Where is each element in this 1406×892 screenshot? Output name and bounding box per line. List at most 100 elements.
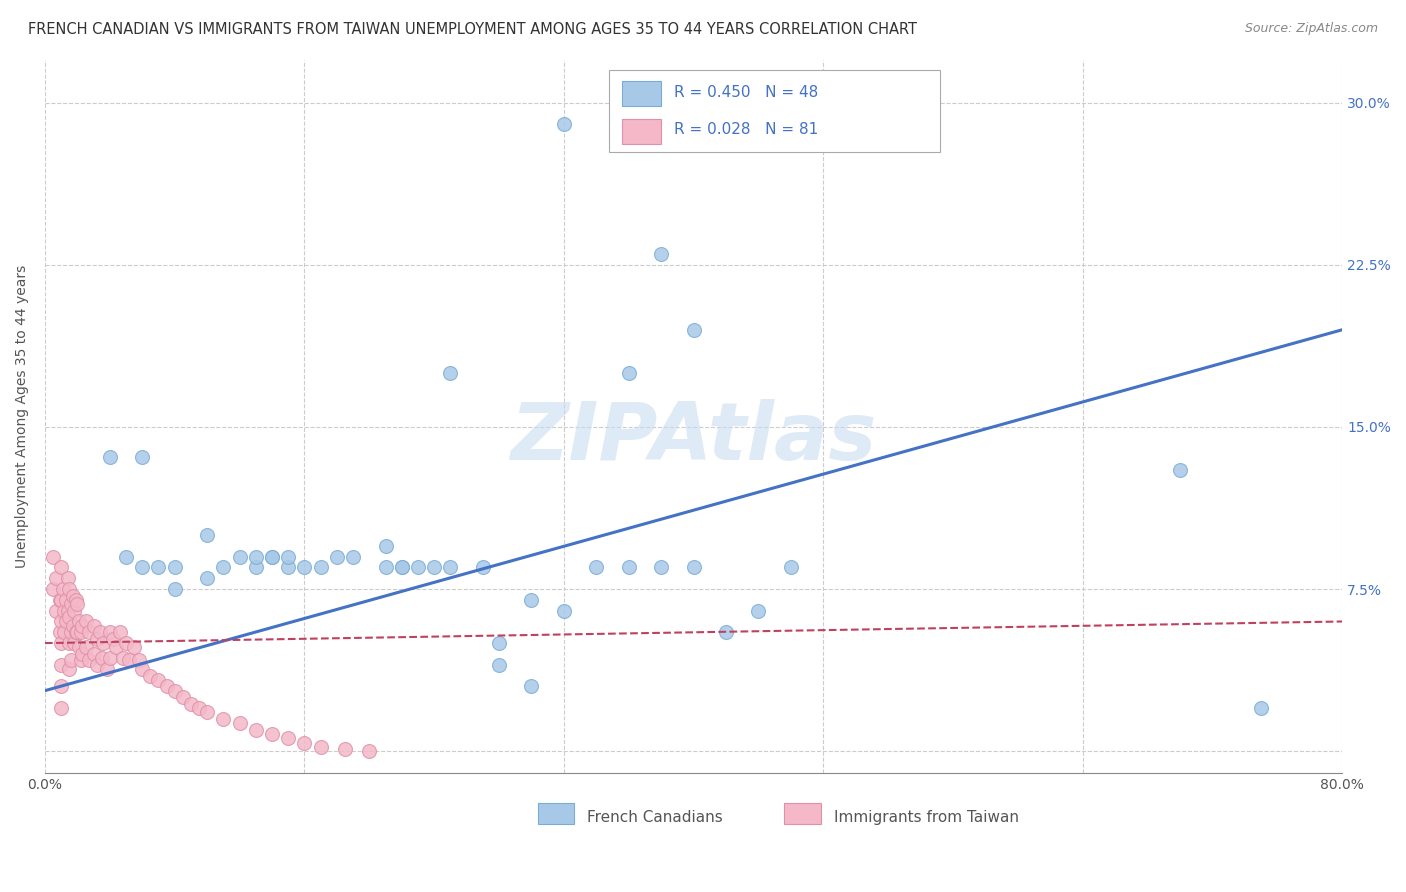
Point [260,549,283,564]
Point [423,560,446,574]
Point [294,560,316,574]
Point [488,657,510,672]
Point [66,597,89,611]
FancyBboxPatch shape [623,119,661,144]
FancyBboxPatch shape [609,70,941,153]
Point [55,615,77,629]
Point [228,549,250,564]
Point [342,549,364,564]
Point [520,679,543,693]
Point [148,673,170,687]
Point [195,571,218,585]
Point [62,619,84,633]
Point [245,723,267,737]
Text: R = 0.450   N = 48: R = 0.450 N = 48 [673,85,818,100]
Point [180,697,202,711]
Point [374,539,396,553]
Point [277,549,299,564]
Point [115,636,138,650]
Point [294,735,316,749]
Point [67,640,90,655]
Point [780,560,803,574]
Point [333,742,356,756]
Point [98,651,121,665]
Point [58,636,80,650]
Point [163,582,186,596]
Point [122,640,145,655]
Point [650,247,672,261]
Point [101,632,124,646]
Point [59,653,82,667]
Point [59,625,82,640]
Point [406,560,429,574]
Point [131,560,153,574]
Text: FRENCH CANADIAN VS IMMIGRANTS FROM TAIWAN UNEMPLOYMENT AMONG AGES 35 TO 44 YEARS: FRENCH CANADIAN VS IMMIGRANTS FROM TAIWA… [28,22,917,37]
Point [59,597,82,611]
Point [89,625,111,640]
FancyBboxPatch shape [623,81,661,106]
Point [111,651,134,665]
Point [553,604,575,618]
Point [52,582,75,596]
Point [391,560,413,574]
Point [163,683,186,698]
Point [58,582,80,596]
Point [128,653,150,667]
Point [75,640,97,655]
Point [326,549,349,564]
Point [277,560,299,574]
Point [53,625,76,640]
Point [67,615,90,629]
Point [51,636,73,650]
Point [155,679,177,693]
Point [69,653,91,667]
Point [131,662,153,676]
Point [212,712,235,726]
Point [86,632,108,646]
Point [682,323,704,337]
Point [51,657,73,672]
Point [163,560,186,574]
Point [55,593,77,607]
Point [195,528,218,542]
Point [148,560,170,574]
Point [553,117,575,131]
Point [58,662,80,676]
Point [72,647,94,661]
Point [77,625,100,640]
Point [90,651,112,665]
Point [45,571,67,585]
Point [260,727,283,741]
Point [359,744,381,758]
Text: ZIPAtlas: ZIPAtlas [510,399,877,476]
Point [108,625,131,640]
Point [51,560,73,574]
Point [63,636,86,650]
FancyBboxPatch shape [538,803,574,824]
Point [309,739,332,754]
Point [118,653,141,667]
Point [617,366,640,380]
Point [83,647,105,661]
Point [62,589,84,603]
Point [83,619,105,633]
Point [42,582,65,596]
Point [56,571,79,585]
Point [714,625,737,640]
Point [56,604,79,618]
Point [172,690,194,705]
Point [439,560,461,574]
Point [488,636,510,650]
Point [260,549,283,564]
Point [63,604,86,618]
Point [69,625,91,640]
Point [1168,463,1191,477]
Point [139,668,162,682]
Point [96,662,118,676]
Point [51,701,73,715]
Point [66,625,89,640]
FancyBboxPatch shape [785,803,821,824]
Point [72,619,94,633]
Point [188,701,211,715]
Point [93,636,115,650]
